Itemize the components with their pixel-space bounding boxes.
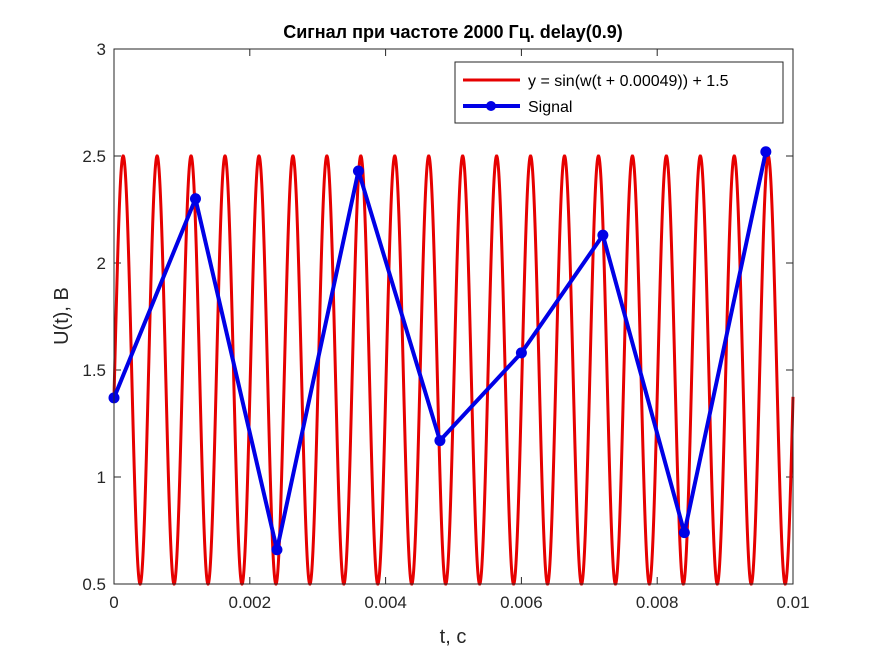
legend-box xyxy=(454,61,784,124)
y-tick-label: 0.5 xyxy=(82,575,106,594)
signal-point xyxy=(515,347,527,359)
x-tick-label: 0.008 xyxy=(636,593,679,612)
legend: y = sin(w(t + 0.00049)) + 1.5 Signal xyxy=(454,61,784,124)
y-tick-label: 1.5 xyxy=(82,361,106,380)
signal-point xyxy=(352,165,364,177)
legend-signal-label: Signal xyxy=(528,99,572,116)
y-tick-label: 2 xyxy=(97,254,106,273)
signal-point xyxy=(189,193,201,205)
x-tick-label: 0.004 xyxy=(364,593,407,612)
signal-point xyxy=(434,435,446,447)
legend-signal-marker xyxy=(486,101,496,111)
signal-point xyxy=(271,544,283,556)
sine-series-line xyxy=(112,154,795,586)
axes-box xyxy=(113,48,794,585)
legend-sine-label: y = sin(w(t + 0.00049)) + 1.5 xyxy=(528,73,729,90)
signal-point xyxy=(678,527,690,539)
y-tick-label: 3 xyxy=(97,40,106,59)
x-tick-label: 0.002 xyxy=(229,593,272,612)
x-tick-label: 0.006 xyxy=(500,593,543,612)
y-axis-label: U(t), B xyxy=(51,287,73,345)
signal-point xyxy=(597,229,609,241)
x-tick-label: 0 xyxy=(109,593,118,612)
y-tick-label: 1 xyxy=(97,468,106,487)
x-axis-label: t, c xyxy=(440,626,467,648)
signal-point xyxy=(760,146,772,158)
plot-area xyxy=(108,146,795,586)
axis-ticks: 0 0.002 0.004 0.006 0.008 0.01 0.5 1 1.5 2 2.5 3 xyxy=(82,40,809,612)
chart-title: Сигнал при частоте 2000 Гц. delay(0.9) xyxy=(283,22,623,42)
x-tick-label: 0.01 xyxy=(776,593,809,612)
y-tick-label: 2.5 xyxy=(82,147,106,166)
